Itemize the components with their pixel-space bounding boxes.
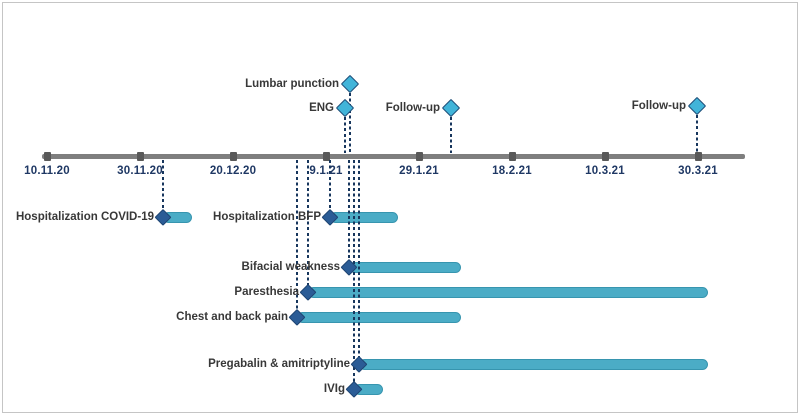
timeline-date-label: 10.3.21 xyxy=(585,165,625,177)
row-connector-line xyxy=(358,160,360,357)
event-connector-line xyxy=(696,115,698,153)
row-label: IVIg xyxy=(323,383,345,395)
row-label: Pregabalin & amitriptyline xyxy=(208,358,350,370)
timeline-tick xyxy=(43,152,51,161)
event-marker-diamond xyxy=(687,96,707,116)
timeline-date-label: 30.11.20 xyxy=(117,165,163,177)
row-label: Bifacial weakness xyxy=(241,261,340,273)
row-connector-line xyxy=(329,160,331,210)
timeline-tick xyxy=(136,152,144,161)
row-connector-line xyxy=(296,160,298,310)
row-connector-line xyxy=(353,160,355,382)
event-connector-line xyxy=(349,93,351,153)
row-label: Hospitalization COVID-19 xyxy=(15,211,154,223)
row-connector-line xyxy=(307,160,309,285)
timeline-tick xyxy=(322,152,330,161)
row-label: Hospitalization BFP xyxy=(213,211,321,223)
row-label: Chest and back pain xyxy=(176,311,288,323)
row-bar xyxy=(308,286,708,298)
event-label: Follow-up xyxy=(385,102,440,114)
timeline-tick xyxy=(694,152,702,161)
timeline-date-label: 30.3.21 xyxy=(678,165,718,177)
row-bar xyxy=(349,261,461,273)
row-bar xyxy=(330,211,398,223)
event-label: Lumbar punction xyxy=(245,78,339,90)
event-connector-line xyxy=(450,117,452,153)
timeline-tick xyxy=(229,152,237,161)
timeline-date-label: 20.12.20 xyxy=(209,165,257,177)
timeline-date-label: 9.1.21 xyxy=(309,165,343,177)
timeline-date-label: 10.11.20 xyxy=(24,165,70,177)
timeline-tick xyxy=(508,152,516,161)
timeline-tick xyxy=(415,152,423,161)
row-bar xyxy=(359,358,708,370)
row-connector-line xyxy=(162,160,164,210)
row-connector-line xyxy=(348,160,350,260)
event-label: ENG xyxy=(309,102,334,114)
row-bar xyxy=(297,311,461,323)
event-label: Follow-up xyxy=(631,100,686,112)
event-marker-diamond xyxy=(340,74,360,94)
row-label: Paresthesia xyxy=(234,286,299,298)
timeline-axis xyxy=(42,154,745,159)
timeline-date-label: 18.2.21 xyxy=(492,165,532,177)
timeline-tick xyxy=(601,152,609,161)
event-connector-line xyxy=(344,117,346,153)
timeline-date-label: 29.1.21 xyxy=(399,165,439,177)
